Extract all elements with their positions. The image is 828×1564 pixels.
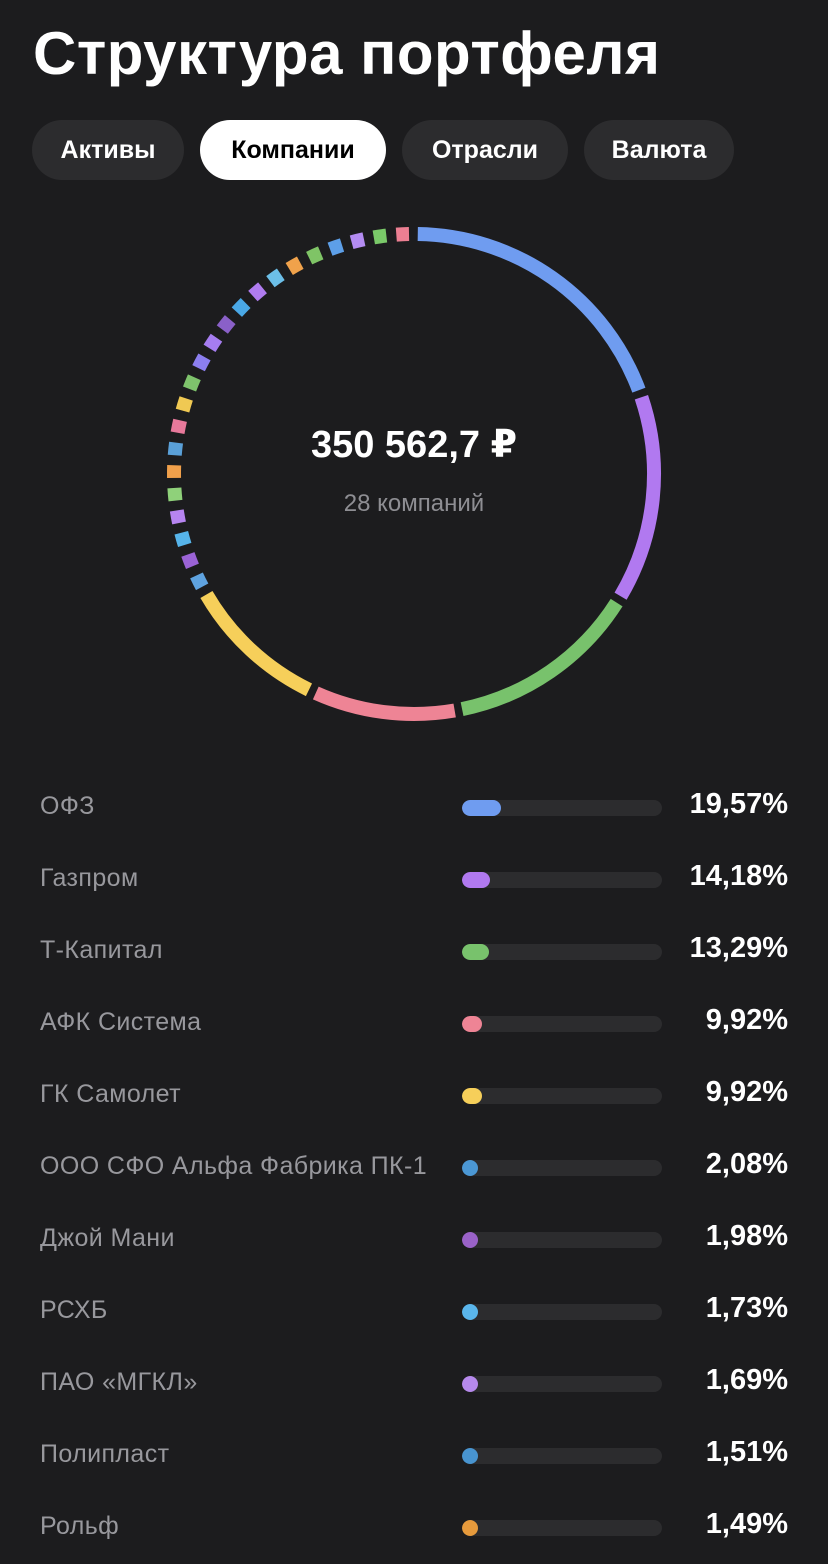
company-name: ОФЗ — [40, 792, 95, 820]
company-percent: 13,29% — [689, 932, 788, 964]
tab-currency[interactable]: Валюта — [584, 120, 734, 180]
share-bar-fill — [462, 1304, 478, 1320]
donut-segment — [175, 396, 193, 413]
company-percent: 19,57% — [689, 788, 788, 820]
donut-segment — [200, 590, 313, 697]
share-bar-fill — [462, 944, 489, 960]
donut-ring — [167, 227, 661, 721]
share-bar-fill — [462, 1448, 478, 1464]
donut-segment — [167, 487, 183, 502]
company-name: Газпром — [40, 864, 139, 892]
company-row[interactable]: Полипласт 1,51% — [0, 1420, 828, 1492]
donut-segment — [169, 509, 186, 525]
share-bar — [462, 1088, 662, 1104]
donut-segment — [248, 282, 267, 302]
company-name: Рольф — [40, 1512, 120, 1540]
tab-sectors[interactable]: Отрасли — [402, 120, 568, 180]
portfolio-donut-chart: 350 562,7 ₽ 28 компаний — [164, 224, 664, 724]
tab-assets[interactable]: Активы — [32, 120, 184, 180]
tab-companies[interactable]: Компании — [200, 120, 386, 180]
share-bar — [462, 872, 662, 888]
donut-segment — [460, 598, 623, 716]
donut-segment — [306, 246, 324, 265]
company-name: Джой Мани — [40, 1224, 175, 1252]
share-bar-fill — [462, 872, 491, 888]
share-bar — [462, 1232, 662, 1248]
donut-segment — [203, 333, 223, 353]
company-percent: 1,98% — [705, 1220, 788, 1252]
company-row[interactable]: Джой Мани 1,98% — [0, 1204, 828, 1276]
donut-segment — [181, 552, 199, 570]
company-row[interactable]: РСХБ 1,73% — [0, 1276, 828, 1348]
company-name: Полипласт — [40, 1440, 170, 1468]
donut-segment — [417, 227, 646, 393]
company-name: АФК Система — [40, 1008, 202, 1036]
company-row[interactable]: ГК Самолет 9,92% — [0, 1060, 828, 1132]
donut-segment — [327, 238, 345, 256]
share-bar — [462, 1160, 662, 1176]
company-percent: 1,51% — [705, 1436, 788, 1468]
share-bar — [462, 1520, 662, 1536]
company-percent: 1,69% — [705, 1364, 788, 1396]
company-name: Т-Капитал — [40, 936, 163, 964]
share-bar-fill — [462, 1016, 482, 1032]
share-bar — [462, 944, 662, 960]
company-percent: 14,18% — [689, 860, 788, 892]
company-name: ГК Самолет — [40, 1080, 181, 1108]
donut-segment — [312, 686, 456, 721]
company-row[interactable]: АФК Система 9,92% — [0, 988, 828, 1060]
company-row[interactable]: Т-Капитал 13,29% — [0, 916, 828, 988]
company-row[interactable]: ПАО «МГКЛ» 1,69% — [0, 1348, 828, 1420]
donut-segment — [167, 441, 184, 456]
donut-segment — [285, 256, 304, 275]
company-row[interactable]: ООО СФО Альфа Фабрика ПК-1 2,08% — [0, 1132, 828, 1204]
company-name: ООО СФО Альфа Фабрика ПК-1 — [40, 1152, 428, 1180]
donut-segment — [395, 227, 410, 242]
donut-segment — [183, 374, 201, 392]
share-bar — [462, 1304, 662, 1320]
share-bar-fill — [462, 1088, 482, 1104]
donut-segment — [174, 530, 192, 548]
share-bar — [462, 800, 662, 816]
donut-segment — [190, 572, 209, 591]
share-bar-fill — [462, 1520, 478, 1536]
company-name: РСХБ — [40, 1296, 108, 1324]
share-bar — [462, 1016, 662, 1032]
share-bar-fill — [462, 1232, 478, 1248]
share-bar — [462, 1448, 662, 1464]
portfolio-total-value: 350 562,7 ₽ — [310, 424, 518, 466]
share-bar-fill — [462, 1160, 478, 1176]
company-row[interactable]: Рольф 1,49% — [0, 1492, 828, 1564]
company-name: ПАО «МГКЛ» — [40, 1368, 198, 1396]
company-percent: 9,92% — [705, 1004, 788, 1036]
company-percent: 9,92% — [705, 1076, 788, 1108]
donut-segment — [266, 268, 285, 288]
donut-segment — [372, 228, 388, 245]
donut-segment — [170, 418, 187, 434]
donut-segment — [349, 232, 366, 250]
donut-segment — [231, 297, 251, 317]
company-percent: 1,73% — [705, 1292, 788, 1324]
donut-segment — [614, 395, 661, 600]
donut-segment — [192, 353, 211, 372]
company-row[interactable]: ОФЗ 19,57% — [0, 772, 828, 844]
company-percent: 1,49% — [705, 1508, 788, 1540]
share-bar-fill — [462, 1376, 478, 1392]
company-row[interactable]: Газпром 14,18% — [0, 844, 828, 916]
share-bar-fill — [462, 800, 502, 816]
companies-count: 28 компаний — [343, 490, 485, 517]
company-percent: 2,08% — [705, 1148, 788, 1180]
page-title: Структура портфеля — [33, 20, 661, 87]
donut-segment — [216, 315, 236, 334]
share-bar — [462, 1376, 662, 1392]
